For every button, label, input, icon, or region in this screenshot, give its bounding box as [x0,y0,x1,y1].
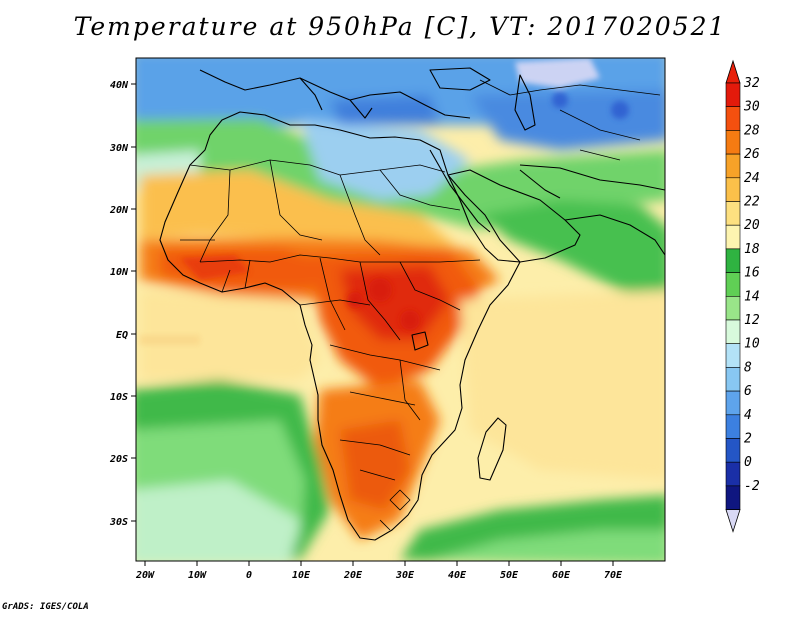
colorbar-label: 24 [744,171,760,186]
colorbar-segment [725,272,741,297]
colorbar-segment [725,295,741,321]
chart-title: Temperature at 950hPa [C], VT: 201702052… [73,12,727,41]
colorbar-segment [725,343,741,368]
colorbar-label: 8 [744,360,752,375]
lon-label: 70E [604,570,623,581]
colorbar-segment [725,177,741,202]
colorbar-under-arrow [725,509,741,533]
lon-label: 0 [246,570,252,581]
lon-label: 10E [292,570,311,581]
colorbar-segment [725,248,741,273]
map-frame [135,57,666,562]
colorbar-over-arrow [725,59,741,84]
colorbar-label: -2 [744,479,760,494]
colorbar-label: 14 [744,289,760,304]
lat-label: 10S [110,392,128,403]
colorbar-label: 12 [744,313,760,328]
lon-axis: 20W 10W 0 10E 20E 30E 40E 50E 60E 70E [135,561,623,581]
lon-label: 40E [448,570,467,581]
coastlines [159,67,665,541]
lon-label: 60E [552,570,571,581]
colorbar-label: 2 [744,432,752,447]
lat-label: 30N [109,143,129,154]
colorbar-label: 30 [743,100,760,115]
lat-label: 30S [109,517,128,528]
lat-label: 10N [110,267,129,278]
colorbar-label: 4 [744,408,752,423]
colorbar-segment [725,106,741,131]
lon-label: 20E [343,570,363,581]
colorbar-label: 18 [744,242,760,257]
colorbar-segment [725,82,741,108]
colorbar-label: 26 [744,147,760,162]
lon-label: 20W [135,570,155,581]
lat-label: 20S [109,454,128,465]
colorbar-label: 28 [744,123,760,138]
colorbar-segment [725,319,741,345]
credit-text: GrADS: IGES/COLA [2,602,89,612]
colorbar-segment [725,367,741,392]
colorbar-segment [725,201,741,226]
lat-label: 20N [109,205,129,216]
colorbar-segment [725,153,741,179]
colorbar-segment [725,224,741,250]
colorbar-label: 10 [744,337,760,352]
lon-label: 30E [395,570,415,581]
colorbar-segment [725,390,741,416]
colorbar-label: 20 [744,218,760,233]
lon-label: 10W [188,570,207,581]
colorbar-label: 0 [744,455,752,470]
colorbar-segment [725,485,741,510]
temperature-field [136,58,665,561]
lat-label: 40N [110,80,129,91]
lon-label: 50E [500,570,519,581]
colorbar-label: 16 [744,266,760,281]
colorbar-label: 32 [743,76,760,91]
colorbar-segment [725,438,741,463]
lat-axis: 40N 30N 20N 10N EQ 10S 20S 30S [109,80,136,528]
lat-label: EQ [116,330,128,341]
colorbar-label: 6 [744,384,752,399]
colorbar-segment [725,414,741,439]
colorbar-segment [725,130,741,155]
colorbar-segment [725,461,741,487]
colorbar-label: 22 [744,195,760,210]
